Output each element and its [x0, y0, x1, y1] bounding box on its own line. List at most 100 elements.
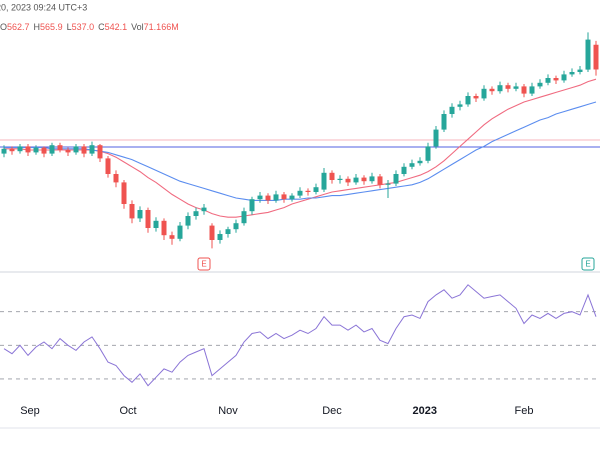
- x-tick-label: 2023: [413, 405, 437, 417]
- ohlc-value: 565.9: [40, 22, 63, 32]
- candle-body: [449, 106, 455, 114]
- candle-body: [241, 211, 247, 224]
- candle-body: [49, 145, 55, 154]
- candle-body: [417, 160, 423, 164]
- candle-body: [497, 85, 503, 92]
- candle-body: [265, 195, 271, 201]
- rsi-line: [3, 284, 597, 387]
- candle-body: [281, 194, 287, 200]
- candle-body: [41, 147, 47, 154]
- event-label: E: [201, 260, 206, 269]
- volume-value: 71.166M: [144, 22, 179, 32]
- candle-body: [113, 174, 119, 183]
- candle-body: [409, 163, 415, 167]
- candle-body: [1, 148, 7, 154]
- ohlc-header: O562.7 H565.9 L537.0 C542.1 Vol71.166M: [0, 22, 179, 32]
- candle-body: [353, 177, 359, 183]
- candle-body: [209, 225, 215, 240]
- candle-body: [393, 174, 399, 184]
- candle-body: [521, 86, 527, 94]
- candle-body: [585, 39, 591, 70]
- candle-body: [121, 182, 127, 204]
- candle-body: [185, 216, 191, 226]
- candle-body: [89, 145, 95, 154]
- candle-body: [249, 199, 255, 212]
- x-tick-label: Nov: [218, 405, 238, 417]
- candle-body: [201, 207, 207, 212]
- candle-body: [457, 104, 463, 107]
- candle-body: [537, 82, 543, 87]
- candle-body: [57, 145, 63, 150]
- candle-body: [105, 158, 111, 174]
- candle-body: [257, 195, 263, 200]
- candle-body: [473, 96, 479, 99]
- candle-body: [17, 146, 23, 152]
- candle-body: [425, 146, 431, 161]
- event-marker: [581, 257, 595, 271]
- candle-body: [361, 177, 367, 182]
- candle-body: [593, 44, 599, 70]
- candle-body: [233, 223, 239, 230]
- candle-body: [441, 114, 447, 130]
- candle-body: [561, 74, 567, 81]
- candle-body: [225, 229, 231, 234]
- candle-body: [153, 220, 159, 228]
- candle-body: [529, 86, 535, 94]
- candle-body: [9, 148, 15, 152]
- candle-body: [377, 176, 383, 185]
- ohlc-name: O: [0, 22, 7, 32]
- moving-average: [4, 101, 597, 201]
- candle-body: [513, 86, 519, 89]
- ohlc-name: H: [34, 22, 41, 32]
- candle-body: [137, 210, 143, 219]
- candle-body: [345, 178, 351, 183]
- candle-body: [577, 69, 583, 72]
- candle-body: [569, 72, 575, 75]
- event-label: E: [585, 260, 590, 269]
- date-text: 20, 2023 09:24 UTC+3: [0, 2, 87, 12]
- candle-body: [489, 88, 495, 92]
- candle-body: [73, 146, 79, 153]
- x-tick-label: Dec: [322, 405, 342, 417]
- candle-body: [289, 195, 295, 200]
- candle-body: [145, 210, 151, 228]
- ohlc-value: 542.1: [105, 22, 128, 32]
- candle-body: [481, 88, 487, 99]
- candle-body: [177, 225, 183, 239]
- candle-body: [305, 190, 311, 192]
- ohlc-value: 562.7: [7, 22, 30, 32]
- candle-body: [337, 178, 343, 180]
- candle-body: [505, 85, 511, 89]
- candle-body: [169, 235, 175, 239]
- candle-body: [273, 194, 279, 201]
- volume-name: Vol: [131, 22, 144, 32]
- x-tick-label: Feb: [515, 405, 534, 417]
- candle-body: [97, 145, 103, 159]
- event-marker: [197, 257, 211, 271]
- x-tick-label: Oct: [119, 405, 136, 417]
- candle-body: [465, 96, 471, 105]
- candle-body: [129, 204, 135, 219]
- candle-body: [25, 146, 31, 153]
- candle-body: [369, 176, 375, 182]
- ohlc-value: 537.0: [72, 22, 95, 32]
- ohlc-name: L: [67, 22, 72, 32]
- candle-body: [385, 183, 391, 185]
- candle-body: [193, 211, 199, 216]
- candle-body: [545, 78, 551, 83]
- candle-body: [81, 146, 87, 154]
- candle-body: [401, 166, 407, 174]
- candle-body: [217, 234, 223, 240]
- candle-body: [313, 187, 319, 192]
- candle-body: [33, 147, 39, 153]
- candle-body: [297, 190, 303, 196]
- candle-body: [65, 150, 71, 153]
- candle-body: [553, 78, 559, 81]
- candle-body: [161, 220, 167, 236]
- ohlc-name: C: [98, 22, 105, 32]
- candle-body: [433, 129, 439, 147]
- candle-body: [321, 172, 327, 190]
- candle-body: [329, 172, 335, 180]
- x-tick-label: Sep: [20, 405, 40, 417]
